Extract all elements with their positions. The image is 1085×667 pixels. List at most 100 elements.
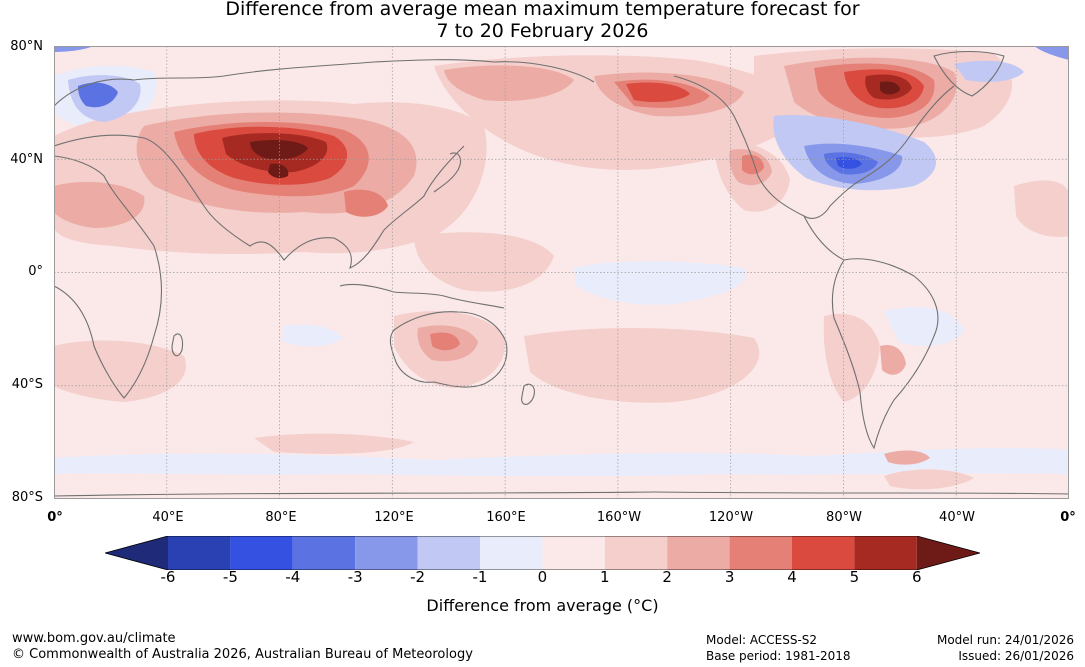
chart-title: Difference from average mean maximum tem…: [0, 0, 1085, 42]
colorbar-swatch-m3: [355, 536, 418, 570]
cool-patch-greenland-edge: [954, 60, 1024, 82]
colorbar-tick: -6: [160, 568, 176, 586]
coast-australia: [389, 311, 508, 388]
lon-label-120e: 120°E: [374, 510, 414, 525]
colorbar-arrow-high: [916, 536, 980, 570]
lon-label-160w: 160°W: [596, 510, 642, 525]
colorbar-swatch-2: [667, 536, 730, 570]
cool-patch-arctic-east: [1034, 46, 1069, 60]
lon-label-120w: 120°W: [708, 510, 754, 525]
coast-europe-north: [54, 59, 595, 107]
colorbar-tick: -2: [410, 568, 426, 586]
lon-label-0-east: 0°: [1060, 510, 1076, 525]
footer-copyright: © Commonwealth of Australia 2026, Austra…: [12, 647, 473, 662]
colorbar-tick: 6: [912, 568, 922, 586]
warm-patch-south-atlantic: [884, 469, 974, 490]
coast-indonesia: [339, 283, 505, 309]
coastlines: [54, 51, 1069, 497]
cool-patch-southern-ocean: [54, 448, 1069, 477]
warm-patch-canada-peak: [880, 81, 900, 95]
warm-patch-tibet-peak: [250, 140, 308, 160]
coast-south-america: [831, 258, 939, 450]
cool-anomaly-scandinavia: [68, 75, 141, 122]
warm-patch-south-america-east: [880, 344, 906, 375]
coast-madagascar: [171, 333, 184, 357]
cool-patch-indian: [282, 324, 344, 347]
warm-patch-south-america: [823, 313, 880, 402]
coast-japan: [433, 152, 461, 193]
lat-label-equator: 0°: [28, 264, 43, 279]
warm-patch-siberia: [444, 65, 574, 102]
colorbar-swatch-3: [729, 536, 792, 570]
graticule: [54, 46, 1069, 499]
map-frame: [54, 46, 1069, 499]
lat-label-40s: 40°S: [11, 377, 43, 392]
warm-patch-southern-belt: [254, 433, 414, 454]
lon-label-0-west: 0°: [47, 510, 63, 525]
colorbar-swatch-m6: [168, 536, 231, 570]
colorbar-tick: -1: [472, 568, 488, 586]
cool-patch-south-atlantic: [884, 307, 964, 347]
coast-new-zealand: [521, 383, 535, 405]
warm-patch-africa-south: [54, 340, 186, 402]
lon-label-80w: 80°W: [826, 510, 862, 525]
warm-patch-south-pacific: [524, 327, 760, 403]
colorbar-tick: -4: [285, 568, 301, 586]
footer-model-run: Model run: 24/01/2026: [936, 633, 1074, 647]
lon-label-40w: 40°W: [939, 510, 975, 525]
warm-patch-middle-east: [54, 181, 145, 228]
coast-central-america: [803, 215, 845, 261]
lat-label-80s: 80°S: [11, 490, 43, 505]
coast-north-america: [673, 75, 955, 219]
cool-anomaly-arctic-edge: [54, 46, 1069, 60]
warm-patch-mongolia-peak: [268, 163, 289, 179]
cool-patch-pacific: [574, 261, 746, 305]
colorbar-arrow-low: [105, 536, 168, 570]
warm-anomaly-above-6: [250, 81, 900, 179]
lon-label-160e: 160°E: [486, 510, 526, 525]
warm-patch-alaska-core: [626, 82, 690, 102]
colorbar-tick: 4: [787, 568, 797, 586]
colorbar-swatch-m1: [480, 536, 543, 570]
colorbar-swatch-m4: [292, 536, 356, 570]
colorbar-swatch-4: [792, 536, 855, 570]
footer-base-period: Base period: 1981-2018: [706, 649, 851, 663]
coast-eurasia: [54, 134, 465, 269]
colorbar-tick: -3: [347, 568, 363, 586]
warm-patch-rockies: [742, 154, 764, 175]
colorbar-tick: -5: [222, 568, 238, 586]
colorbar-swatch-1: [604, 536, 668, 570]
coast-greenland: [933, 51, 1005, 97]
lon-label-40e: 40°E: [152, 510, 184, 525]
warm-patch-atlantic: [1014, 180, 1069, 238]
warm-patch-southern-east: [884, 450, 930, 465]
colorbar-swatch-m2: [417, 536, 480, 570]
temperature-anomaly-map: [54, 46, 1069, 499]
warm-patch-china: [344, 189, 388, 217]
colorbar-tick: 3: [724, 568, 735, 586]
colorbar-swatch-m5: [230, 536, 293, 570]
cool-patch-eastern-us-core: [836, 157, 862, 169]
colorbar-tick: 0: [537, 568, 548, 586]
footer-website: www.bom.gov.au/climate: [12, 631, 176, 646]
colorbar-swatch-5: [854, 536, 917, 570]
cool-patch-arctic-west: [54, 46, 94, 52]
colorbar-tick: 1: [600, 568, 610, 586]
footer-model: Model: ACCESS-S2: [706, 633, 818, 647]
footer-issued: Issued: 26/01/2026: [958, 649, 1074, 663]
lon-label-80e: 80°E: [265, 510, 297, 525]
coast-africa: [54, 155, 163, 399]
warm-patch-central-pacific: [414, 232, 554, 292]
cool-anomaly-north-america: [773, 60, 1024, 191]
lat-label-40n: 40°N: [10, 152, 43, 167]
colorbar-tick: 5: [849, 568, 860, 586]
warm-patch-australia-inner: [430, 332, 460, 351]
colorbar: [105, 536, 980, 570]
title-line-2: 7 to 20 February 2026: [436, 20, 649, 42]
colorbar-tick: 2: [662, 568, 672, 586]
lat-label-80n: 80°N: [10, 39, 43, 54]
coast-antarctica: [54, 491, 1069, 497]
colorbar-swatch-0: [542, 536, 605, 570]
cool-patch-scandinavia-core: [78, 82, 118, 108]
title-line-1: Difference from average mean maximum tem…: [225, 0, 860, 20]
